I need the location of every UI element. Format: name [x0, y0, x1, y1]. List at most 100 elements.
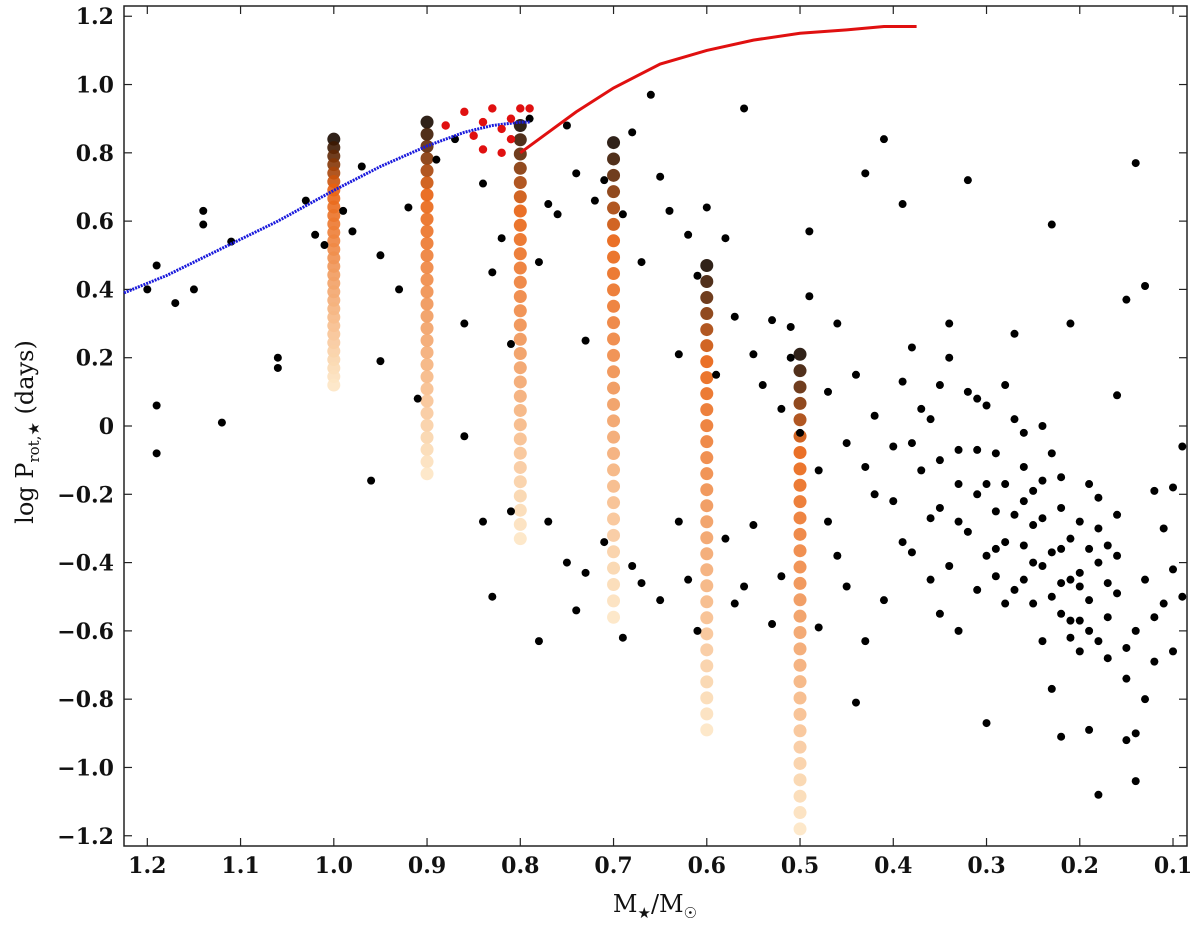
- y-tick-label: 0: [99, 414, 114, 440]
- track-point: [607, 185, 621, 199]
- track-point: [700, 467, 714, 481]
- track-point: [607, 299, 621, 313]
- observed-point: [273, 353, 282, 362]
- observed-point: [1057, 732, 1066, 741]
- observed-point: [600, 538, 609, 547]
- track-point: [513, 446, 527, 460]
- track-point: [607, 610, 621, 624]
- observed-point: [1019, 575, 1028, 584]
- track-point: [700, 611, 714, 625]
- observed-point: [749, 521, 758, 530]
- track-point: [513, 489, 527, 503]
- track-point: [793, 822, 807, 836]
- observed-point: [656, 596, 665, 605]
- track-point: [793, 609, 807, 623]
- observed-point: [1010, 585, 1019, 594]
- track-point: [700, 435, 714, 449]
- observed-point: [1047, 684, 1056, 693]
- observed-point: [935, 456, 944, 465]
- observed-point: [1113, 391, 1122, 400]
- track-point: [700, 371, 714, 385]
- observed-point: [1075, 647, 1084, 656]
- observed-point: [1066, 319, 1075, 328]
- track-point: [700, 627, 714, 641]
- observed-point: [1113, 589, 1122, 598]
- y-tick-label: −1.0: [57, 755, 114, 781]
- track-point: [607, 463, 621, 477]
- observed-point: [870, 490, 879, 499]
- observed-point: [1131, 729, 1140, 738]
- track-point: [513, 361, 527, 375]
- track-point: [700, 451, 714, 465]
- track-point: [420, 188, 434, 202]
- observed-points: [143, 90, 1187, 799]
- observed-point: [1010, 415, 1019, 424]
- observed-point: [758, 381, 767, 390]
- track-point: [513, 289, 527, 303]
- x-tick-label: 0.1: [1154, 853, 1192, 879]
- track-point: [607, 201, 621, 215]
- observed-point: [1047, 592, 1056, 601]
- observed-point: [889, 497, 898, 506]
- x-tick-label: 0.6: [688, 853, 726, 879]
- observed-point: [413, 394, 422, 403]
- observed-point: [1159, 599, 1168, 608]
- y-tick-label: −0.6: [57, 619, 114, 645]
- observed-point: [1178, 592, 1187, 601]
- observed-point: [898, 377, 907, 386]
- observed-point: [152, 449, 161, 458]
- observed-point: [534, 258, 543, 267]
- observed-point: [506, 507, 515, 516]
- observed-point: [973, 445, 982, 454]
- track-point: [513, 304, 527, 318]
- observed-point: [1159, 524, 1168, 533]
- track-point: [793, 626, 807, 640]
- y-tick-label: −0.4: [57, 551, 114, 577]
- track-point: [700, 307, 714, 321]
- observed-point: [768, 620, 777, 629]
- observed-point: [637, 258, 646, 267]
- observed-point: [786, 322, 795, 331]
- observed-point: [311, 230, 320, 239]
- observed-point: [1113, 510, 1122, 519]
- red-point: [488, 104, 497, 113]
- observed-point: [1010, 329, 1019, 338]
- observed-point: [1057, 609, 1066, 618]
- observed-point: [963, 527, 972, 536]
- observed-point: [1094, 558, 1103, 567]
- observed-point: [842, 582, 851, 591]
- observed-point: [898, 200, 907, 209]
- observed-point: [1141, 575, 1150, 584]
- observed-point: [357, 162, 366, 171]
- observed-point: [963, 387, 972, 396]
- observed-point: [1075, 568, 1084, 577]
- observed-point: [1094, 493, 1103, 502]
- observed-point: [488, 592, 497, 601]
- track-point: [420, 443, 434, 457]
- observed-point: [1122, 736, 1131, 745]
- track-point: [420, 346, 434, 360]
- observed-point: [1057, 579, 1066, 588]
- observed-point: [963, 176, 972, 185]
- observed-point: [721, 234, 730, 243]
- track-point: [607, 267, 621, 281]
- observed-point: [189, 285, 198, 294]
- observed-point: [1150, 657, 1159, 666]
- observed-point: [1094, 790, 1103, 799]
- observed-point: [1113, 551, 1122, 560]
- observed-point: [227, 237, 236, 246]
- observed-point: [824, 517, 833, 526]
- observed-point: [628, 562, 637, 570]
- observed-point: [376, 251, 385, 260]
- observed-point: [702, 203, 711, 212]
- observed-point: [740, 104, 749, 113]
- track-point: [700, 547, 714, 561]
- observed-point: [1019, 462, 1028, 471]
- observed-point: [693, 626, 702, 635]
- observed-point: [1019, 428, 1028, 437]
- observed-point: [1103, 613, 1112, 622]
- track-point: [420, 236, 434, 250]
- observed-point: [1103, 541, 1112, 550]
- track-point: [700, 259, 714, 273]
- observed-point: [1075, 616, 1084, 625]
